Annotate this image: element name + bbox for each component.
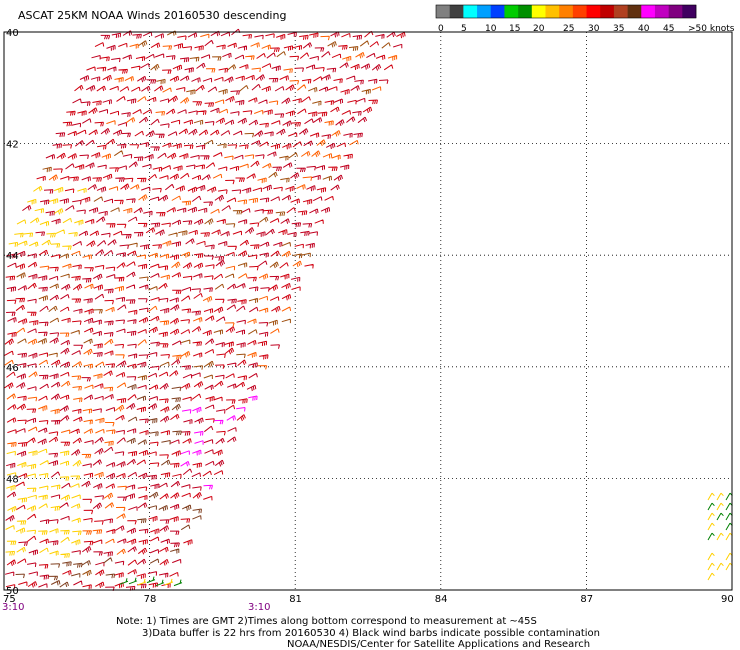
map-frame xyxy=(3,31,733,591)
colorbar-label: 40 xyxy=(638,24,650,34)
lat-label: 48 xyxy=(6,474,19,485)
colorbar-label: 35 xyxy=(613,24,624,34)
longitude-labels: 75 78 81 84 87 90 xyxy=(3,594,734,605)
lat-label: 42 xyxy=(6,140,19,151)
wind-barb-group xyxy=(15,384,202,588)
latitude-labels: 40 42 44 46 48 50 xyxy=(6,28,19,597)
time-labels: 3:10 3:10 xyxy=(2,602,270,613)
colorbar-swatch xyxy=(559,5,574,18)
colorbar-swatch xyxy=(654,5,669,18)
wind-barbs xyxy=(4,28,733,592)
colorbar-label: 30 xyxy=(588,24,600,34)
colorbar-label: 25 xyxy=(563,24,574,34)
wind-barb-group xyxy=(4,30,406,590)
lon-label: 75 xyxy=(3,594,16,605)
colorbar-label: 10 xyxy=(485,24,497,34)
lon-label: 90 xyxy=(721,594,734,605)
colorbar-swatches xyxy=(435,4,697,19)
time-label: 3:10 xyxy=(2,602,24,613)
note-line-3: NOAA/NESDIS/Center for Satellite Applica… xyxy=(287,639,591,650)
colorbar-swatch xyxy=(463,5,478,18)
wind-barb-group xyxy=(4,33,398,555)
wind-barb-group xyxy=(180,395,258,490)
colorbar-swatch xyxy=(518,5,533,18)
colorbar-swatch xyxy=(490,5,505,18)
colorbar-labels: 0 5 10 15 20 25 30 35 40 45 >50 knots xyxy=(438,24,735,34)
colorbar-swatch xyxy=(545,5,560,18)
colorbar-swatch xyxy=(668,5,683,18)
map-title: ASCAT 25KM NOAA Winds 20160530 descendin… xyxy=(18,9,287,22)
time-label: 3:10 xyxy=(248,602,270,613)
colorbar-swatch xyxy=(572,5,587,18)
lon-label: 84 xyxy=(435,594,448,605)
colorbar-swatch xyxy=(531,5,546,18)
colorbar-label: 15 xyxy=(509,24,520,34)
colorbar-label: >50 knots xyxy=(688,24,735,34)
wind-speed-colorbar: 0 5 10 15 20 25 30 35 40 45 >50 knots xyxy=(435,4,735,34)
colorbar-swatch xyxy=(436,5,450,18)
colorbar-border xyxy=(435,4,697,19)
wind-barb-group xyxy=(4,28,403,592)
colorbar-swatch xyxy=(504,5,519,18)
colorbar-swatch xyxy=(627,5,642,18)
colorbar-label: 0 xyxy=(438,24,444,34)
lat-label: 46 xyxy=(6,363,19,374)
note-line-2: 3)Data buffer is 22 hrs from 20160530 4)… xyxy=(142,628,600,639)
colorbar-swatch xyxy=(682,5,697,18)
lat-label: 50 xyxy=(6,586,19,597)
wind-barb-group xyxy=(16,30,391,577)
colorbar-swatch xyxy=(449,5,464,18)
colorbar-label: 20 xyxy=(533,24,545,34)
lat-label: 44 xyxy=(6,251,19,262)
lon-label: 87 xyxy=(580,594,593,605)
wind-barb-group xyxy=(119,492,733,587)
colorbar-swatch xyxy=(641,5,656,18)
colorbar-label: 45 xyxy=(663,24,674,34)
colorbar-swatch xyxy=(586,5,601,18)
note-line-1: Note: 1) Times are GMT 2)Times along bot… xyxy=(116,616,537,627)
colorbar-label: 5 xyxy=(461,24,467,34)
lat-label: 40 xyxy=(6,28,19,39)
lon-label: 81 xyxy=(289,594,302,605)
colorbar-swatch xyxy=(600,5,615,18)
lon-label: 78 xyxy=(144,594,157,605)
colorbar-swatch xyxy=(613,5,628,18)
colorbar-swatch xyxy=(477,5,492,18)
wind-barb-group xyxy=(5,185,733,586)
